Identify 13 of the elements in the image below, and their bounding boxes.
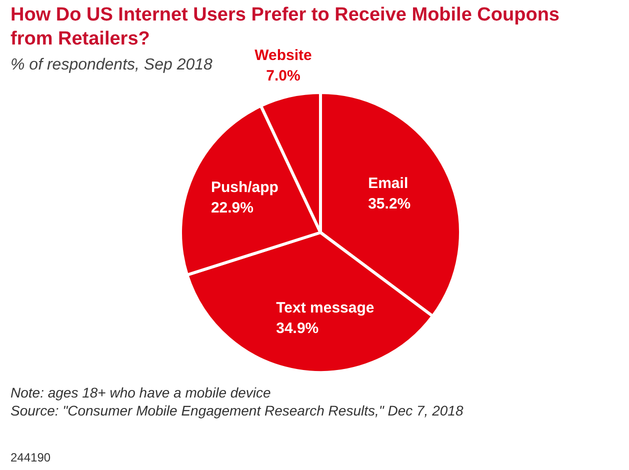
chart-title: How Do US Internet Users Prefer to Receive Mobile Coupons from Retailers?: [10, 4, 560, 50]
source-note: Source: "Consumer Mobile Engagement Research Results," Dec 7, 2018: [10, 402, 464, 418]
text: 244190: [10, 450, 51, 464]
slice-label: Text message: [276, 299, 374, 316]
data-label: 35.2%: [368, 195, 411, 212]
data-label: 7.0%: [266, 68, 300, 85]
chart-subtitle: % of respondents, Sep 2018: [10, 56, 213, 74]
data-label: 34.9%: [276, 320, 319, 337]
slice-label: Website: [254, 47, 312, 64]
text: Note: ages 18+ who have a mobile device: [10, 384, 272, 400]
slice-label: Push/app: [210, 179, 278, 196]
slice-label: Email: [368, 174, 408, 192]
data-label: 22.9%: [210, 199, 254, 216]
